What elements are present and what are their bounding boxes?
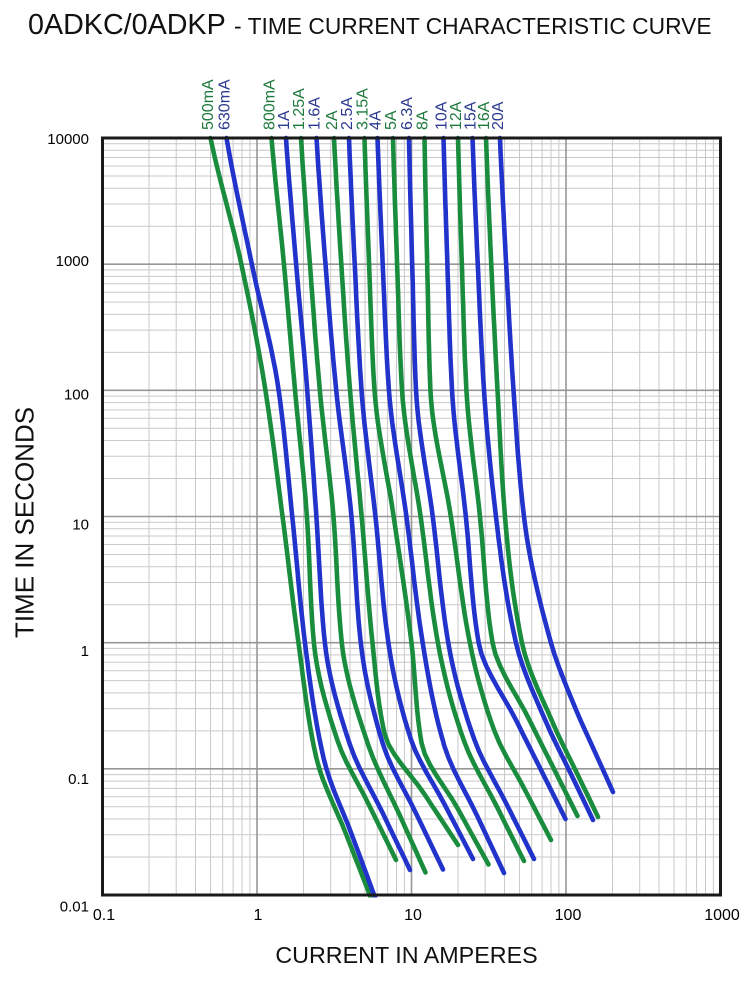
svg-text:800mA: 800mA — [261, 79, 278, 130]
svg-text:12A: 12A — [448, 101, 465, 130]
svg-text:TIME IN SECONDS: TIME IN SECONDS — [10, 407, 40, 638]
svg-text:4A: 4A — [367, 110, 384, 130]
svg-text:1000: 1000 — [56, 253, 89, 270]
svg-text:500mA: 500mA — [200, 79, 217, 130]
svg-text:10: 10 — [72, 517, 89, 534]
svg-text:0.01: 0.01 — [60, 899, 89, 916]
svg-text:20A: 20A — [490, 101, 507, 130]
svg-text:1: 1 — [81, 643, 89, 660]
svg-text:2.5A: 2.5A — [339, 97, 356, 130]
svg-text:100: 100 — [555, 907, 582, 924]
svg-text:6.3A: 6.3A — [399, 97, 416, 130]
svg-text:100: 100 — [64, 387, 89, 404]
svg-text:1.6A: 1.6A — [306, 97, 323, 130]
svg-text:0ADKC/0ADKP - TIME CURRENT CHA: 0ADKC/0ADKP - TIME CURRENT CHARACTERISTI… — [28, 9, 712, 41]
svg-text:8A: 8A — [414, 110, 431, 130]
svg-text:1A: 1A — [276, 110, 293, 130]
svg-text:0.1: 0.1 — [68, 771, 89, 788]
svg-text:1: 1 — [254, 907, 263, 924]
svg-text:630mA: 630mA — [216, 79, 233, 130]
svg-text:CURRENT IN AMPERES: CURRENT IN AMPERES — [275, 942, 537, 968]
svg-text:1000: 1000 — [704, 907, 740, 924]
svg-text:3.15A: 3.15A — [354, 88, 371, 130]
svg-text:2A: 2A — [324, 110, 341, 130]
svg-text:15A: 15A — [462, 101, 479, 130]
svg-text:10: 10 — [404, 907, 422, 924]
svg-text:10000: 10000 — [47, 131, 89, 148]
svg-text:10A: 10A — [433, 101, 450, 130]
svg-text:16A: 16A — [476, 101, 493, 130]
svg-text:5A: 5A — [383, 110, 400, 130]
svg-text:1.25A: 1.25A — [291, 88, 308, 130]
svg-text:0.1: 0.1 — [93, 907, 115, 924]
